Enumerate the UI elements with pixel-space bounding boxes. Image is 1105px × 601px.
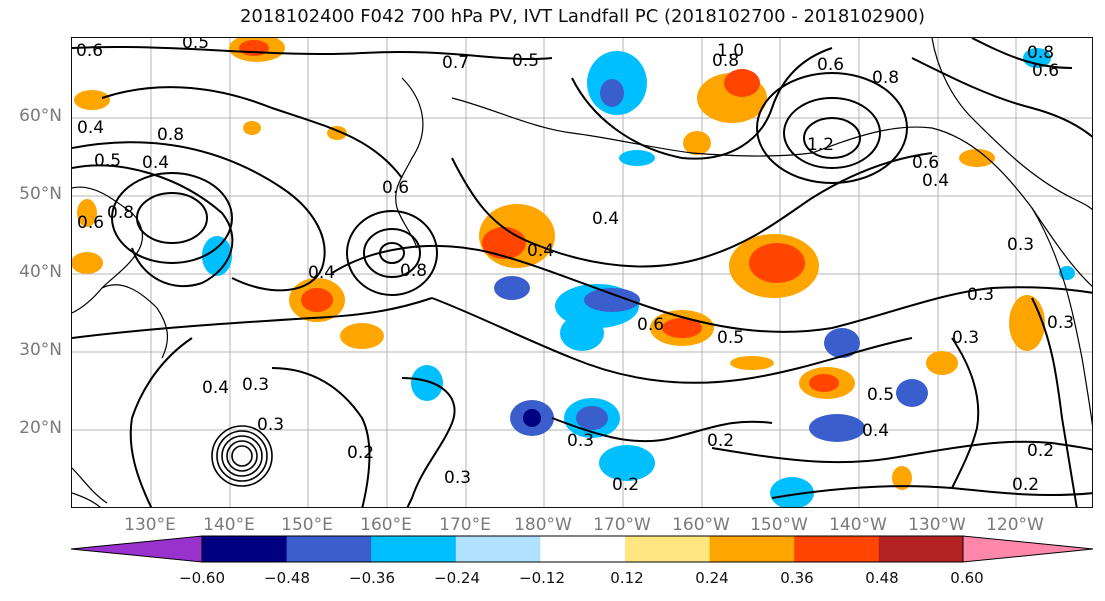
contour-label: 0.3 bbox=[257, 415, 284, 435]
colorbar-tick-label: 0.12 bbox=[610, 569, 644, 587]
colorbar-segments bbox=[201, 535, 964, 563]
longitude-label: 140°W bbox=[829, 515, 887, 535]
longitude-label: 180°W bbox=[514, 515, 572, 535]
colorbar-tick-label: −0.12 bbox=[519, 569, 565, 587]
contour-label: 0.3 bbox=[952, 328, 979, 348]
colorbar-tick-label: 0.36 bbox=[780, 569, 814, 587]
colorbar-segment bbox=[286, 536, 372, 562]
contour-label: 0.2 bbox=[1012, 475, 1039, 495]
contour-label: 0.3 bbox=[567, 431, 594, 451]
contour-label: 0.4 bbox=[77, 118, 104, 138]
longitude-label: 160°W bbox=[672, 515, 730, 535]
longitude-label: 160°E bbox=[360, 515, 412, 535]
contour-label: 0.2 bbox=[612, 475, 639, 495]
colorbar-tick-label: 0.48 bbox=[865, 569, 899, 587]
contour-label: 0.5 bbox=[94, 151, 121, 171]
colorbar-tick-label: −0.60 bbox=[179, 569, 225, 587]
longitude-label: 120°W bbox=[986, 515, 1044, 535]
contour-label: 0.3 bbox=[444, 468, 471, 488]
colorbar-segment bbox=[540, 536, 626, 562]
contour-label: 0.6 bbox=[76, 41, 103, 61]
contour-labels: 0.6 0.5 0.7 0.5 1.0 0.8 0.6 0.8 0.6 0.8 … bbox=[76, 38, 1074, 495]
contour-label: 0.4 bbox=[862, 421, 889, 441]
colorbar-tick-label: 0.60 bbox=[950, 569, 984, 587]
contour-label: 0.5 bbox=[717, 328, 744, 348]
contour-label: 0.7 bbox=[442, 53, 469, 73]
longitude-label: 170°E bbox=[439, 515, 491, 535]
typhoon-contours bbox=[211, 425, 273, 487]
map-title: 2018102400 F042 700 hPa PV, IVT Landfall… bbox=[239, 6, 926, 27]
longitude-label: 130°E bbox=[124, 515, 176, 535]
contour-label: 0.2 bbox=[1027, 441, 1054, 461]
contour-label: 0.8 bbox=[1027, 43, 1054, 63]
contour-label: 0.6 bbox=[1032, 61, 1059, 81]
contour-label: 0.3 bbox=[967, 285, 994, 305]
contour-label: 0.6 bbox=[912, 153, 939, 173]
colorbar-segment bbox=[371, 536, 457, 562]
colorbar bbox=[70, 535, 1094, 563]
contour-label: 0.3 bbox=[1047, 313, 1074, 333]
contour-label: 0.4 bbox=[592, 209, 619, 229]
contour-label: 0.6 bbox=[637, 315, 664, 335]
contour-label: 0.5 bbox=[182, 38, 209, 53]
contour-label: 0.6 bbox=[382, 178, 409, 198]
latitude-label: 40°N bbox=[19, 262, 62, 282]
latitude-label: 50°N bbox=[19, 184, 62, 204]
colorbar-tick-label: −0.24 bbox=[434, 569, 480, 587]
contour-label: 0.4 bbox=[922, 171, 949, 191]
latitude-label: 20°N bbox=[19, 418, 62, 438]
longitude-label: 170°W bbox=[593, 515, 651, 535]
contour-label: 0.8 bbox=[872, 68, 899, 88]
longitude-label: 150°W bbox=[750, 515, 808, 535]
pv-contours bbox=[72, 38, 1092, 507]
contour-label: 0.5 bbox=[867, 385, 894, 405]
contour-label: 0.6 bbox=[77, 213, 104, 233]
contour-label: 0.2 bbox=[347, 443, 374, 463]
contour-label: 0.8 bbox=[400, 261, 427, 281]
colorbar-segment bbox=[455, 536, 541, 562]
longitude-label: 130°W bbox=[908, 515, 966, 535]
colorbar-tick-label: −0.48 bbox=[264, 569, 310, 587]
contour-label: 0.4 bbox=[142, 153, 169, 173]
colorbar-extend-min bbox=[70, 535, 203, 563]
contour-label: 0.3 bbox=[242, 375, 269, 395]
contour-label: 1.2 bbox=[807, 135, 834, 155]
colorbar-segment bbox=[709, 536, 795, 562]
contour-label: 1.0 bbox=[717, 41, 744, 61]
contour-label: 0.2 bbox=[707, 431, 734, 451]
colorbar-tick-label: −0.36 bbox=[349, 569, 395, 587]
contour-label: 0.4 bbox=[527, 241, 554, 261]
longitude-label: 150°E bbox=[281, 515, 333, 535]
contour-label: 0.8 bbox=[157, 125, 184, 145]
contour-label: 0.4 bbox=[202, 378, 229, 398]
map-frame: 0.6 0.5 0.7 0.5 1.0 0.8 0.6 0.8 0.6 0.8 … bbox=[71, 37, 1093, 508]
contour-label: 0.8 bbox=[107, 203, 134, 223]
colorbar-segment bbox=[625, 536, 711, 562]
colorbar-segment bbox=[878, 536, 964, 562]
colorbar-extend-max bbox=[962, 535, 1094, 563]
colorbar-tick-label: 0.24 bbox=[695, 569, 729, 587]
contour-label: 0.3 bbox=[1007, 235, 1034, 255]
colorbar-segment bbox=[202, 536, 288, 562]
colorbar-segment bbox=[794, 536, 880, 562]
latitude-label: 60°N bbox=[19, 106, 62, 126]
contour-label: 0.6 bbox=[817, 55, 844, 75]
contour-label: 0.8 bbox=[712, 51, 739, 71]
map-canvas: 0.6 0.5 0.7 0.5 1.0 0.8 0.6 0.8 0.6 0.8 … bbox=[72, 38, 1092, 507]
longitude-label: 140°E bbox=[203, 515, 255, 535]
contour-label: 0.5 bbox=[512, 51, 539, 71]
latitude-label: 30°N bbox=[19, 340, 62, 360]
contour-label: 0.4 bbox=[308, 263, 335, 283]
